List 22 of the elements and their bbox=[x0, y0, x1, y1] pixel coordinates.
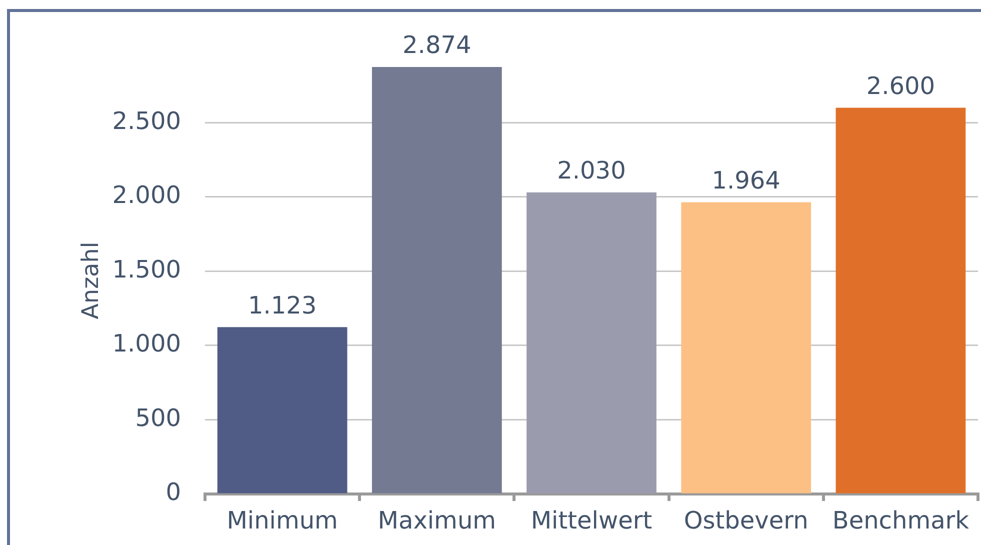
data-label: 1.964 bbox=[712, 166, 780, 194]
x-tick-label: Ostbevern bbox=[684, 506, 808, 535]
y-axis-title: Anzahl bbox=[78, 242, 104, 320]
data-label: 2.030 bbox=[557, 156, 626, 185]
data-label: 1.123 bbox=[248, 291, 317, 320]
y-tick-label: 1.500 bbox=[112, 255, 181, 284]
y-tick-label: 2.000 bbox=[112, 181, 181, 210]
bar bbox=[526, 192, 656, 494]
y-tick-label: 500 bbox=[135, 404, 181, 432]
data-label: 2.874 bbox=[402, 31, 472, 60]
y-tick-label: 1.000 bbox=[112, 330, 181, 358]
bar bbox=[681, 202, 812, 494]
y-tick-label: 0 bbox=[166, 478, 181, 506]
x-tick-label: Minimum bbox=[226, 506, 338, 535]
x-tick-label: Mittelwert bbox=[530, 506, 652, 535]
bar bbox=[836, 108, 966, 494]
y-tick-label: 2.500 bbox=[112, 106, 181, 135]
x-tick-label: Maximum bbox=[378, 506, 496, 535]
bar bbox=[217, 327, 348, 494]
x-tick-label: Benchmark bbox=[832, 506, 970, 535]
data-label: 2.600 bbox=[866, 72, 936, 100]
bar bbox=[372, 67, 502, 494]
